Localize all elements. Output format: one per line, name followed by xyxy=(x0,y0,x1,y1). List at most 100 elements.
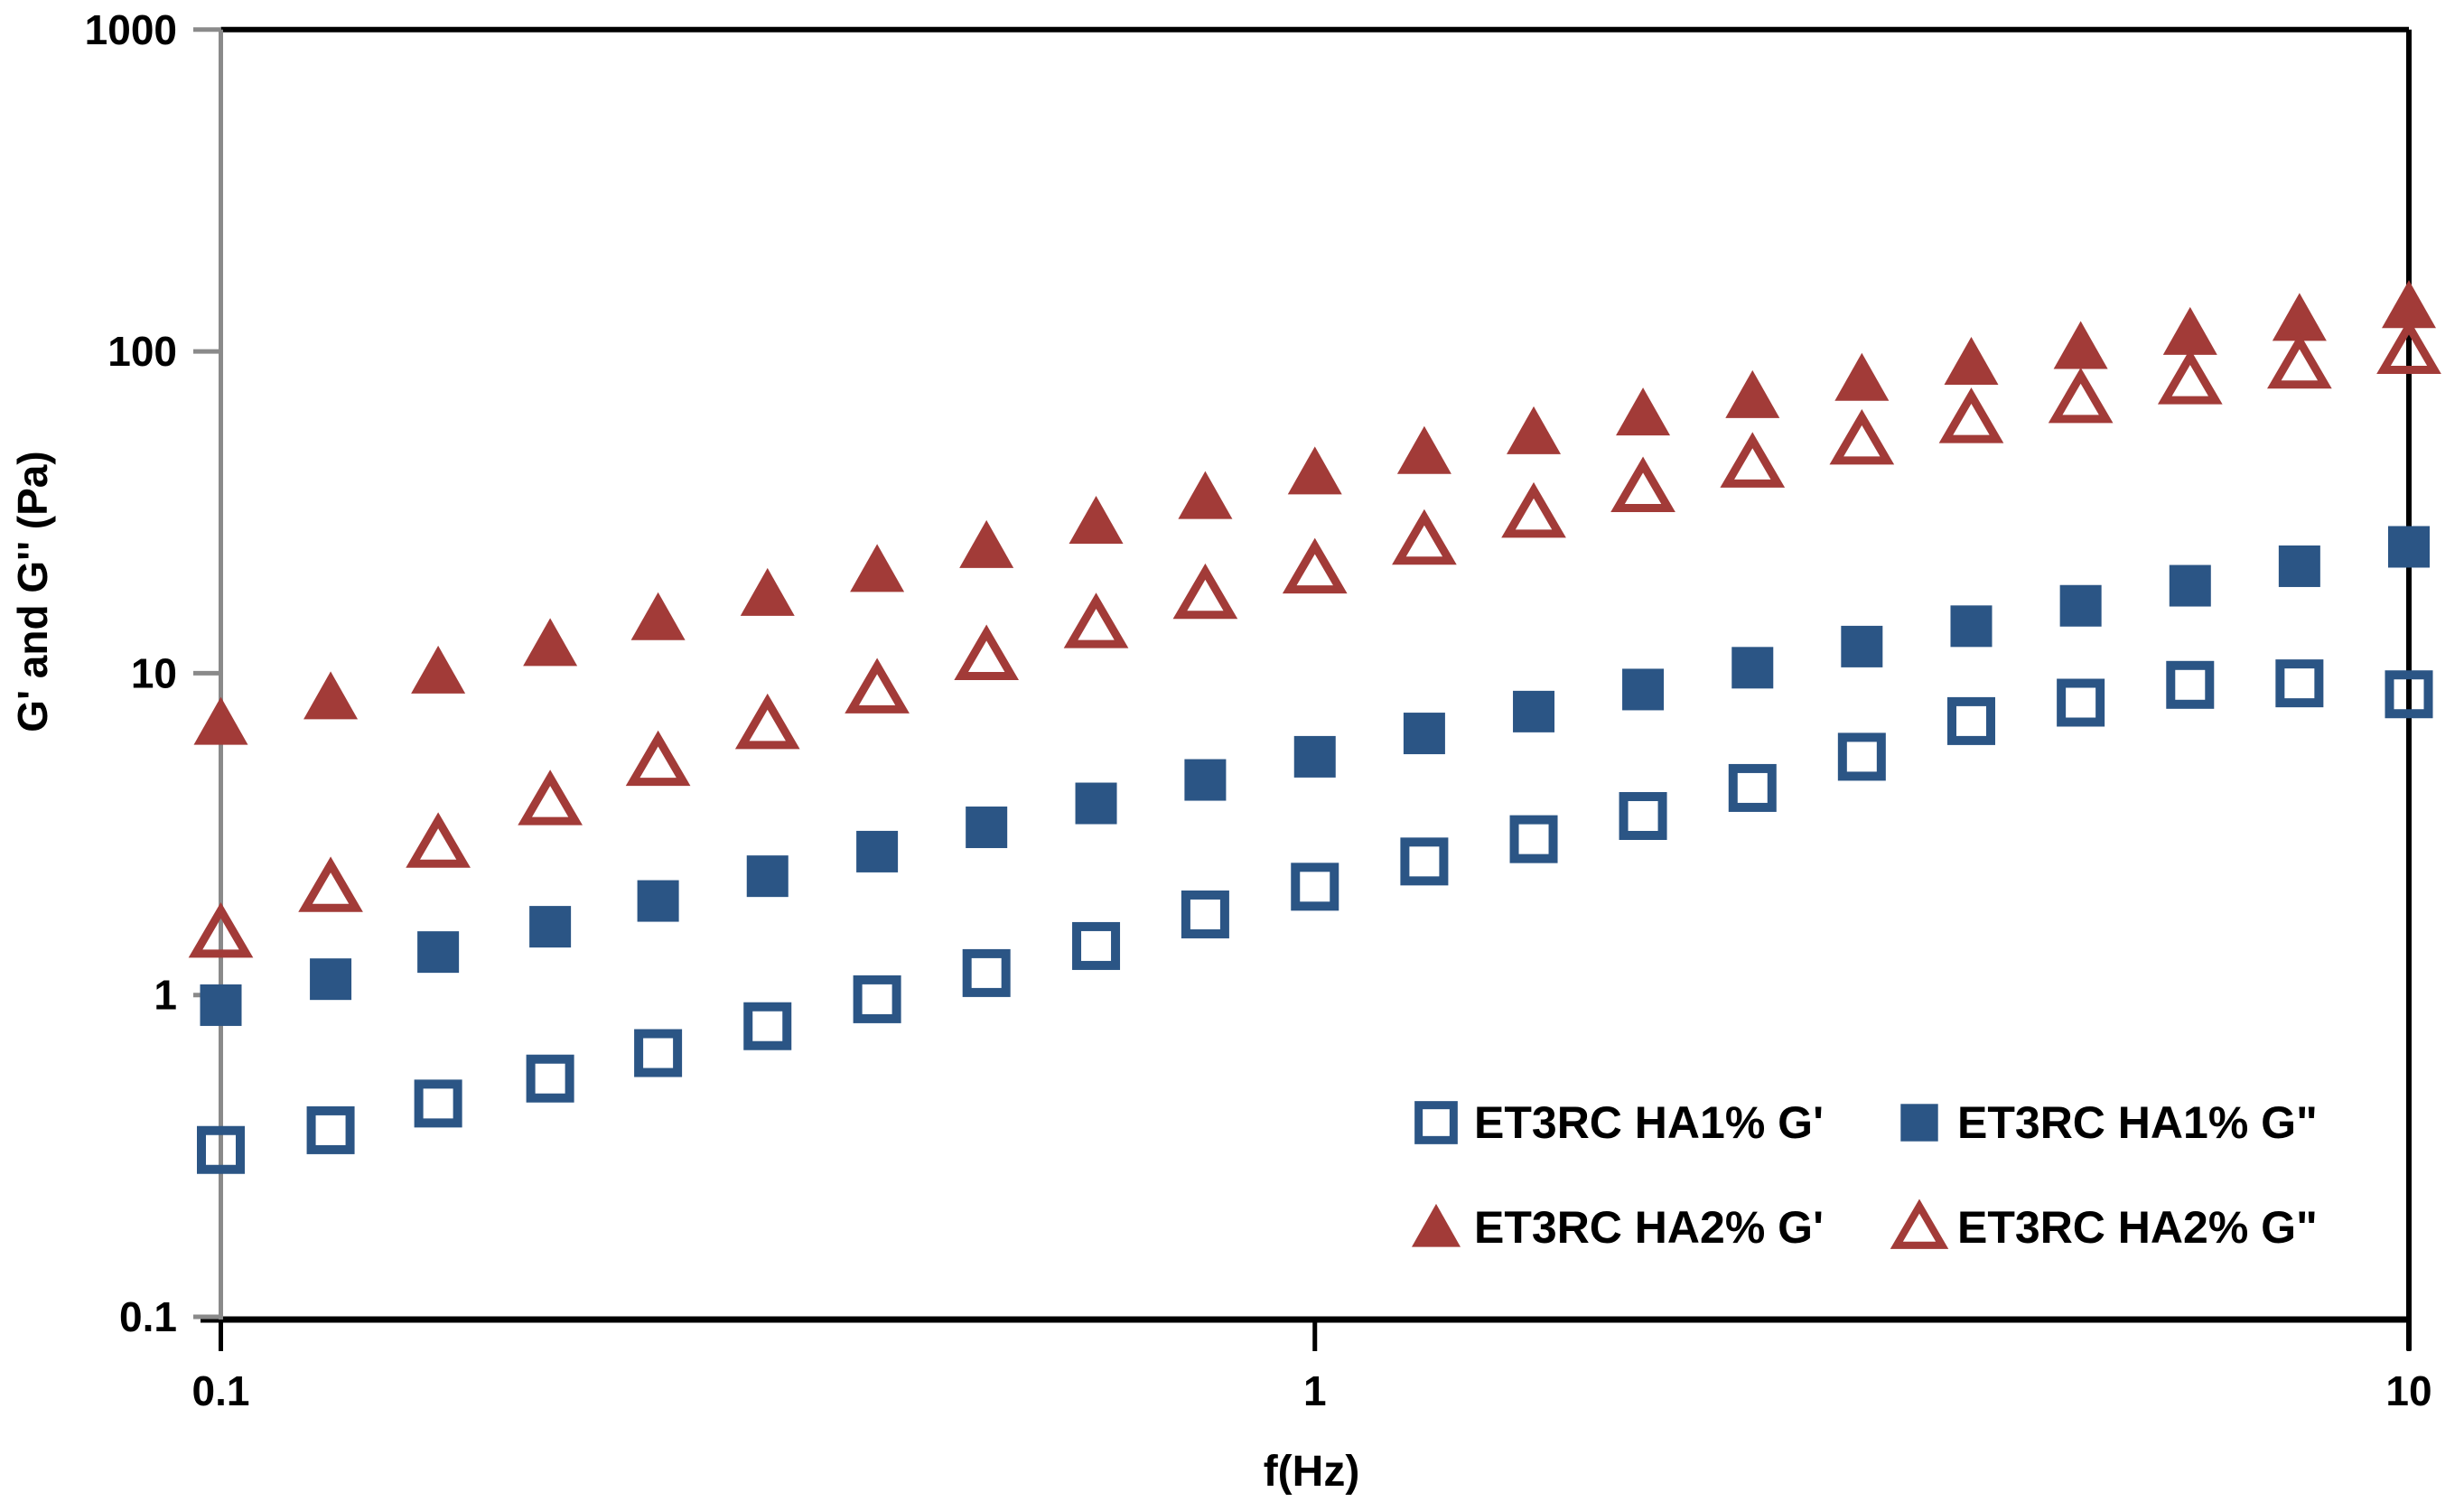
data-point-et3rc-ha1-g xyxy=(1072,921,1121,970)
data-point-et3rc-ha2-g xyxy=(845,658,910,714)
y-axis-ticks: 1000 100 10 1 0.1 xyxy=(85,6,220,1340)
data-point-et3rc-ha1-g xyxy=(2169,564,2211,607)
data-point-et3rc-ha1-g xyxy=(2275,659,2324,708)
legend-item-et3rc-ha1-g: ET3RC HA1% G' xyxy=(1414,1097,1824,1148)
y-axis-title: G' and G'' (Pa) xyxy=(9,451,56,732)
data-point-et3rc-ha2-g xyxy=(1392,508,1457,565)
data-point-et3rc-ha2-g xyxy=(1396,425,1451,474)
data-point-et3rc-ha2-g xyxy=(1725,369,1780,418)
data-point-et3rc-ha1-g xyxy=(526,1054,574,1103)
data-point-et3rc-ha1-g xyxy=(1403,713,1445,755)
data-point-et3rc-ha1-g xyxy=(2059,584,2102,627)
data-point-et3rc-ha1-g xyxy=(1400,837,1449,886)
x-axis-ticks: 0.1 1 10 xyxy=(192,1320,2432,1414)
data-point-et3rc-ha2-g xyxy=(406,812,471,868)
data-point-et3rc-ha2-g xyxy=(630,592,686,640)
data-point-et3rc-ha2-g xyxy=(1287,446,1342,495)
legend-item-et3rc-ha2-g: ET3RC HA2% G' xyxy=(1412,1202,1824,1253)
data-point-et3rc-ha2-g xyxy=(625,730,691,787)
data-point-et3rc-ha2-g xyxy=(1610,456,1675,512)
data-point-et3rc-ha1-g xyxy=(1728,763,1777,812)
data-point-et3rc-ha1-g xyxy=(2057,678,2105,727)
series-et3rc-ha1-g xyxy=(200,526,2430,1026)
data-point-et3rc-ha1-g xyxy=(1509,815,1558,863)
data-point-et3rc-ha1-g xyxy=(1293,735,1336,778)
data-point-et3rc-ha2-g xyxy=(2157,349,2223,405)
data-point-et3rc-ha1-g xyxy=(637,880,679,922)
data-point-et3rc-ha1-g xyxy=(966,807,1008,849)
y-tick-label: 10 xyxy=(131,649,177,696)
data-point-et3rc-ha2-g xyxy=(1944,337,1999,386)
data-point-et3rc-ha1-g xyxy=(1291,863,1339,911)
data-point-et3rc-ha2-g xyxy=(1938,387,2004,443)
data-point-et3rc-ha2-g xyxy=(1507,406,1562,454)
data-point-et3rc-ha2-g xyxy=(740,567,795,616)
legend-marker-filled-square xyxy=(1900,1104,1938,1142)
data-point-et3rc-ha2-g xyxy=(1069,496,1124,545)
data-point-et3rc-ha2-g xyxy=(1178,471,1233,519)
data-point-et3rc-ha2-g xyxy=(1282,537,1348,594)
data-point-et3rc-ha2-g xyxy=(1720,432,1786,488)
data-point-et3rc-ha2-g xyxy=(2382,280,2436,329)
data-point-et3rc-ha2-g xyxy=(2272,293,2327,341)
data-point-et3rc-ha1-g xyxy=(310,958,352,1001)
legend-label: ET3RC HA1% G" xyxy=(1957,1097,2318,1148)
series-et3rc-ha2-g xyxy=(193,280,2436,745)
x-tick-label: 0.1 xyxy=(192,1367,250,1414)
data-point-et3rc-ha1-g xyxy=(1184,759,1227,801)
data-point-et3rc-ha1-g xyxy=(1181,890,1229,938)
data-point-et3rc-ha1-g xyxy=(1841,625,1883,667)
plot-frame xyxy=(201,26,2412,1350)
data-point-et3rc-ha1-g xyxy=(634,1029,683,1077)
data-point-et3rc-ha1-g xyxy=(197,1125,245,1174)
legend-marker-open-square xyxy=(1414,1101,1458,1144)
data-point-et3rc-ha2-g xyxy=(188,901,254,958)
data-point-et3rc-ha1-g xyxy=(414,1079,462,1128)
data-point-et3rc-ha1-g xyxy=(2388,526,2430,568)
data-point-et3rc-ha2-g xyxy=(2162,306,2217,355)
data-point-et3rc-ha2-g xyxy=(1063,592,1129,648)
legend-label: ET3RC HA1% G' xyxy=(1474,1097,1824,1148)
data-point-et3rc-ha2-g xyxy=(1834,352,1890,401)
data-series-layer xyxy=(188,280,2441,1174)
data-point-et3rc-ha1-g xyxy=(417,931,460,974)
data-point-et3rc-ha1-g xyxy=(1075,782,1117,825)
data-point-et3rc-ha1-g xyxy=(1622,668,1665,711)
data-point-et3rc-ha2-g xyxy=(2048,367,2114,424)
data-point-et3rc-ha2-g xyxy=(2376,318,2441,375)
data-point-et3rc-ha1-g xyxy=(962,948,1011,997)
legend-marker-filled-triangle xyxy=(1412,1203,1461,1247)
data-point-et3rc-ha1-g xyxy=(746,855,789,898)
data-point-et3rc-ha2-g xyxy=(2053,321,2108,369)
data-point-et3rc-ha1-g xyxy=(853,975,901,1023)
y-tick-label: 0.1 xyxy=(119,1293,177,1340)
data-point-et3rc-ha1-g xyxy=(1950,605,1993,648)
data-point-et3rc-ha2-g xyxy=(1616,387,1671,436)
legend-item-et3rc-ha2-g: ET3RC HA2% G" xyxy=(1890,1199,2318,1253)
legend-marker-open-triangle xyxy=(1890,1199,1949,1249)
data-point-et3rc-ha1-g xyxy=(743,1002,792,1050)
legend-label: ET3RC HA2% G" xyxy=(1957,1202,2318,1253)
data-point-et3rc-ha1-g xyxy=(1946,696,1995,745)
data-point-et3rc-ha1-g xyxy=(306,1105,355,1154)
data-point-et3rc-ha1-g xyxy=(200,984,242,1026)
x-tick-label: 10 xyxy=(2385,1367,2431,1414)
data-point-et3rc-ha2-g xyxy=(954,624,1020,680)
data-point-et3rc-ha2-g xyxy=(1172,563,1238,620)
legend: ET3RC HA1% G' ET3RC HA1% G" ET3RC HA2% G' E… xyxy=(1412,1097,2318,1253)
data-point-et3rc-ha1-g xyxy=(1837,732,1886,781)
x-tick-label: 1 xyxy=(1303,1367,1327,1414)
legend-label: ET3RC HA2% G' xyxy=(1474,1202,1824,1253)
data-point-et3rc-ha2-g xyxy=(411,645,466,694)
data-point-et3rc-ha1-g xyxy=(2278,545,2320,587)
data-point-et3rc-ha2-g xyxy=(734,693,800,750)
data-point-et3rc-ha1-g xyxy=(2385,670,2433,719)
y-tick-label: 100 xyxy=(107,328,177,375)
series-et3rc-ha1-g xyxy=(197,659,2433,1174)
data-point-et3rc-ha2-g xyxy=(518,769,583,825)
y-tick-label: 1 xyxy=(154,972,177,1019)
data-point-et3rc-ha2-g xyxy=(959,519,1014,568)
data-point-et3rc-ha1-g xyxy=(1731,647,1774,689)
